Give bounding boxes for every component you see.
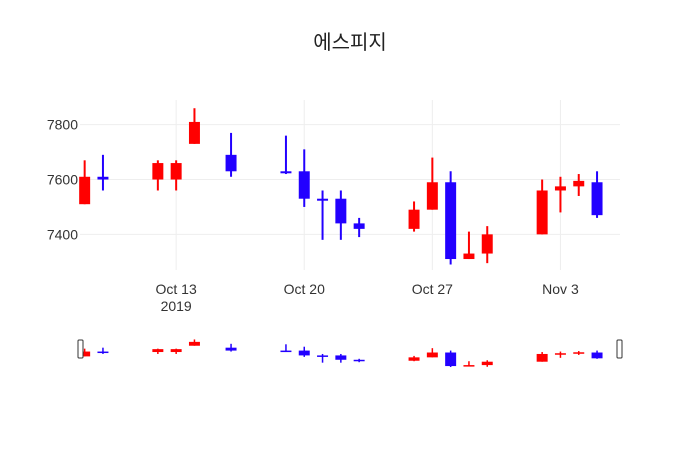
y-tick-label: 7400 <box>47 226 78 242</box>
candle <box>426 157 438 210</box>
mini-candle-body <box>573 352 585 354</box>
candle <box>188 108 200 144</box>
candle-body <box>298 171 310 199</box>
candle-body <box>97 176 109 180</box>
y-tick-label: 7800 <box>47 117 78 133</box>
candle-body <box>573 180 585 187</box>
mini-candle <box>408 355 420 362</box>
mini-candle <box>170 348 182 354</box>
mini-candle <box>79 348 91 357</box>
mini-candle-body <box>97 351 109 354</box>
y-tick-label: 7600 <box>47 172 78 188</box>
x-tick-label: Oct 27 <box>412 281 453 297</box>
candle-body <box>353 223 365 229</box>
range-slider[interactable] <box>77 339 623 368</box>
x-tick-label: Oct 13 <box>156 281 197 297</box>
range-slider-right-handle[interactable] <box>616 339 623 359</box>
candle <box>408 201 420 232</box>
mini-candle <box>152 348 164 354</box>
candle <box>353 217 365 238</box>
mini-candle-body <box>554 353 566 355</box>
grid-lines <box>80 100 620 270</box>
mini-candle <box>97 347 109 354</box>
candle <box>170 160 182 191</box>
candle-body <box>79 176 91 205</box>
range-slider-left-handle[interactable] <box>77 339 84 359</box>
mini-candle <box>554 351 566 358</box>
mini-candle-body <box>79 351 91 357</box>
candle-body <box>152 163 164 180</box>
mini-candle <box>225 343 237 352</box>
mini-candle-body <box>481 361 493 366</box>
candle <box>317 190 329 240</box>
candle <box>573 174 585 196</box>
mini-candle-body <box>335 355 347 360</box>
mini-candle <box>317 353 329 363</box>
candle <box>335 190 347 240</box>
candlesticks <box>79 108 603 265</box>
mini-candle-body <box>188 341 200 346</box>
candle <box>298 149 310 207</box>
candle-body <box>463 253 475 260</box>
mini-candle <box>573 351 585 355</box>
chart-title: 에스피지 <box>313 30 387 54</box>
candle <box>97 154 109 191</box>
mini-candle <box>298 346 310 357</box>
candle-body <box>591 182 603 216</box>
candle-body <box>170 163 182 180</box>
mini-candle-body <box>280 350 292 353</box>
mini-candle-body <box>152 349 164 353</box>
candle <box>554 176 566 213</box>
mini-candle <box>335 353 347 363</box>
candle <box>225 132 237 177</box>
candle-body <box>317 198 329 201</box>
candle <box>445 171 457 265</box>
mini-candle <box>353 358 365 363</box>
mini-candle-body <box>426 352 438 358</box>
candle-body <box>536 190 548 235</box>
mini-candle <box>426 348 438 358</box>
mini-candle-body <box>298 350 310 356</box>
mini-candle <box>481 360 493 367</box>
mini-candle-body <box>353 359 365 362</box>
mini-candle-body <box>317 355 329 357</box>
candle-body <box>408 209 420 229</box>
candle-body <box>554 186 566 191</box>
mini-candle <box>463 361 475 367</box>
candle <box>481 226 493 264</box>
mini-candle <box>280 344 292 353</box>
candle <box>79 160 91 205</box>
x-tick-sublabel: 2019 <box>161 298 192 314</box>
candle-body <box>225 154 237 172</box>
candle <box>280 135 292 175</box>
candle-body <box>188 121 200 144</box>
range-slider-candles <box>79 339 603 368</box>
mini-candle-body <box>170 349 182 353</box>
candle <box>463 231 475 260</box>
candle-body <box>280 171 292 174</box>
mini-candle-body <box>591 352 603 359</box>
mini-candle <box>188 339 200 346</box>
candle <box>152 160 164 191</box>
mini-candle-body <box>408 357 420 361</box>
mini-candle-body <box>445 352 457 367</box>
mini-candle <box>445 350 457 368</box>
y-axis-tick-labels: 7400 7600 7800 <box>47 117 78 243</box>
x-tick-label: Oct 20 <box>284 281 325 297</box>
candle <box>536 179 548 235</box>
mini-candle <box>536 352 548 362</box>
candle-body <box>335 198 347 224</box>
mini-candle-body <box>225 347 237 351</box>
mini-candle <box>591 350 603 359</box>
x-tick-label: Nov 3 <box>542 281 579 297</box>
candle-body <box>445 182 457 260</box>
candle <box>591 171 603 218</box>
candle-body <box>481 234 493 254</box>
mini-candle-body <box>536 353 548 362</box>
candle-body <box>426 182 438 210</box>
mini-candle-body <box>463 365 475 367</box>
